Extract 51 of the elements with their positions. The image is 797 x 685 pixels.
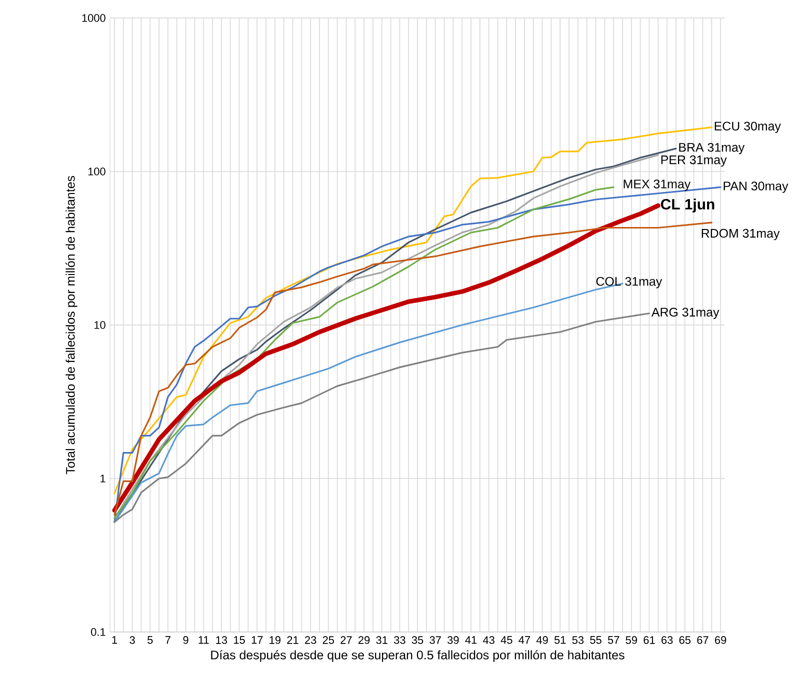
x-tick-label: 31 [376,636,388,644]
y-tick-label: 0.1 [91,628,106,636]
x-tick-label: 27 [340,636,352,644]
y-tick-label: 1000 [82,14,106,22]
x-axis-title: Días después desde que se superan 0.5 fallecidos por millón de habitantes [211,650,624,662]
x-tick-label: 15 [234,636,245,644]
x-tick-label: 1 [112,636,117,644]
y-tick-label: 1 [100,474,106,482]
y-tick-label: 100 [88,168,106,176]
series-label: RDOM 31may [702,228,780,240]
x-tick-label: 65 [679,636,691,644]
x-tick-label: 63 [662,636,673,644]
y-tick-label: 10 [94,321,106,329]
x-tick-label: 25 [322,636,334,644]
x-tick-label: 35 [412,636,424,644]
x-tick-label: 9 [183,636,188,644]
x-tick-label: 19 [270,636,280,644]
x-tick-label: 41 [465,636,477,644]
x-tick-label: 39 [447,636,459,644]
x-tick-label: 43 [482,636,494,644]
series-label: CL 1jun [660,198,714,212]
x-tick-label: 17 [252,636,263,644]
x-tick-label: 67 [697,636,708,644]
series-label: MEX 31may [624,180,691,191]
x-tick-label: 61 [644,636,655,644]
series-label: ECU 30may [714,122,781,133]
x-tick-label: 51 [554,636,566,644]
x-tick-label: 59 [626,636,637,644]
series-label: COL 31may [596,276,662,288]
x-tick-label: 45 [500,636,512,644]
x-tick-label: 69 [715,636,726,644]
x-tick-label: 3 [130,636,135,644]
x-tick-label: 57 [608,636,620,644]
x-tick-label: 55 [590,636,602,644]
y-axis-title: Total acumulado de fallecidos por millón de habitantes [66,176,78,474]
x-tick-label: 11 [198,636,209,644]
x-tick-label: 21 [287,636,298,644]
x-tick-label: 53 [572,636,584,644]
series-label: BRA 31may [679,142,745,154]
x-tick-label: 5 [148,636,153,644]
series-label: PER 31may [661,155,727,167]
x-tick-label: 33 [394,636,406,644]
x-tick-label: 23 [305,636,316,644]
x-tick-label: 13 [216,636,228,644]
series-label: PAN 30may [724,182,788,193]
x-tick-label: 49 [536,636,548,644]
series-label: ARG 31may [651,308,720,320]
x-tick-label: 7 [165,636,170,644]
x-tick-label: 47 [518,636,530,644]
x-tick-label: 37 [430,636,441,644]
x-tick-label: 29 [358,636,370,644]
